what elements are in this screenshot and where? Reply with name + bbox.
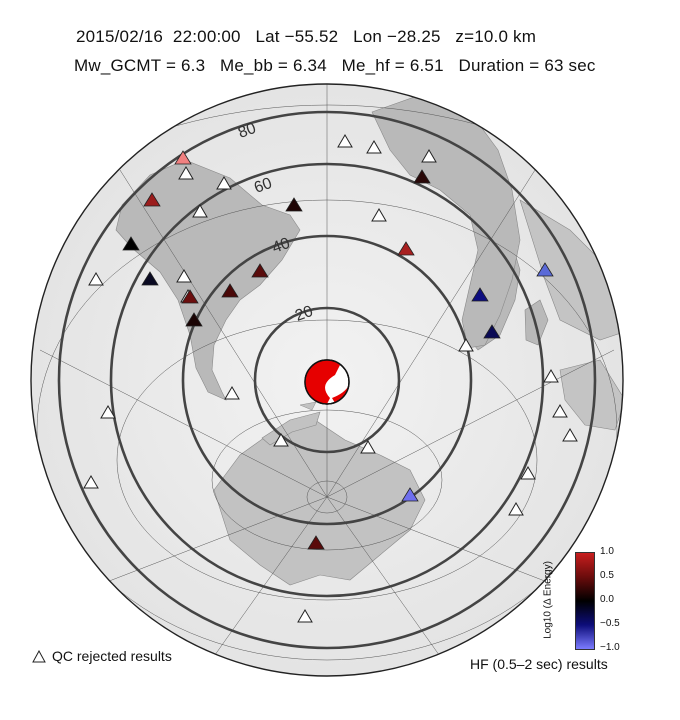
south-georgia-island xyxy=(299,401,317,411)
station-rejected xyxy=(224,386,240,400)
south-america-landmass xyxy=(115,159,301,401)
distance-ring-80 xyxy=(57,110,597,650)
station-rejected xyxy=(297,609,313,623)
station-rejected xyxy=(458,338,474,352)
ring-label-60: 60 xyxy=(252,175,275,197)
station-rejected xyxy=(273,433,289,447)
distance-ring-20 xyxy=(253,306,401,454)
station-hf-result xyxy=(221,283,239,298)
colorbar-tick: 0.5 xyxy=(600,570,614,581)
station-rejected xyxy=(216,176,232,190)
distance-ring-40 xyxy=(181,234,473,526)
distance-ring-60 xyxy=(109,162,545,598)
station-rejected xyxy=(508,502,524,516)
station-rejected xyxy=(176,269,192,283)
station-hf-result xyxy=(397,241,415,256)
qc-rejected-legend: QC rejected results xyxy=(32,648,172,664)
colorbar-tick: 1.0 xyxy=(600,546,614,557)
asia-landmass xyxy=(519,199,623,341)
white-triangle-icon xyxy=(32,649,46,663)
station-rejected xyxy=(88,272,104,286)
station-hf-result xyxy=(174,150,192,165)
station-hf-result xyxy=(536,262,554,277)
antarctic-peninsula xyxy=(261,411,321,446)
colorbar xyxy=(575,552,595,650)
magnitude-info-line: Mw_GCMT = 6.3 Me_bb = 6.34 Me_hf = 6.51 … xyxy=(74,56,596,75)
station-rejected xyxy=(366,140,382,154)
colorbar-tick: −0.5 xyxy=(600,618,620,629)
station-hf-result xyxy=(185,312,203,327)
station-rejected xyxy=(543,369,559,383)
colorbar-tick: −1.0 xyxy=(600,642,620,653)
station-rejected xyxy=(178,166,194,180)
colorbar-tick: 0.0 xyxy=(600,594,614,605)
station-rejected xyxy=(192,204,208,218)
station-hf-result xyxy=(122,236,140,251)
station-hf-result xyxy=(141,271,159,286)
ring-label-80: 80 xyxy=(236,120,259,142)
station-hf-result xyxy=(471,287,489,302)
station-hf-result xyxy=(143,192,161,207)
station-hf-result xyxy=(307,535,325,550)
station-rejected xyxy=(83,475,99,489)
focal-mechanism-beachball xyxy=(304,359,350,405)
qc-rejected-label: QC rejected results xyxy=(52,648,172,664)
africa-east-landmass xyxy=(371,94,521,349)
station-rejected xyxy=(337,134,353,148)
colorbar-title: Log10 (Δ Energy) xyxy=(542,561,554,639)
station-rejected xyxy=(552,404,568,418)
ring-label-20: 20 xyxy=(293,303,316,325)
station-hf-result xyxy=(285,197,303,212)
station-hf-result xyxy=(181,289,199,304)
station-rejected xyxy=(421,149,437,163)
station-hf-result xyxy=(483,324,501,339)
station-rejected xyxy=(360,440,376,454)
station-rejected xyxy=(371,208,387,222)
ring-label-40: 40 xyxy=(270,235,293,257)
australia-landmass xyxy=(559,359,623,431)
station-rejected xyxy=(520,466,536,480)
station-rejected xyxy=(100,405,116,419)
hf-results-label: HF (0.5–2 sec) results xyxy=(470,656,608,672)
event-info-line: 2015/02/16 22:00:00 Lat −55.52 Lon −28.2… xyxy=(76,27,537,46)
globe-outline xyxy=(30,83,624,677)
station-hf-result xyxy=(413,169,431,184)
station-hf-result xyxy=(251,263,269,278)
station-hf-result xyxy=(401,487,419,502)
station-rejected xyxy=(562,428,578,442)
